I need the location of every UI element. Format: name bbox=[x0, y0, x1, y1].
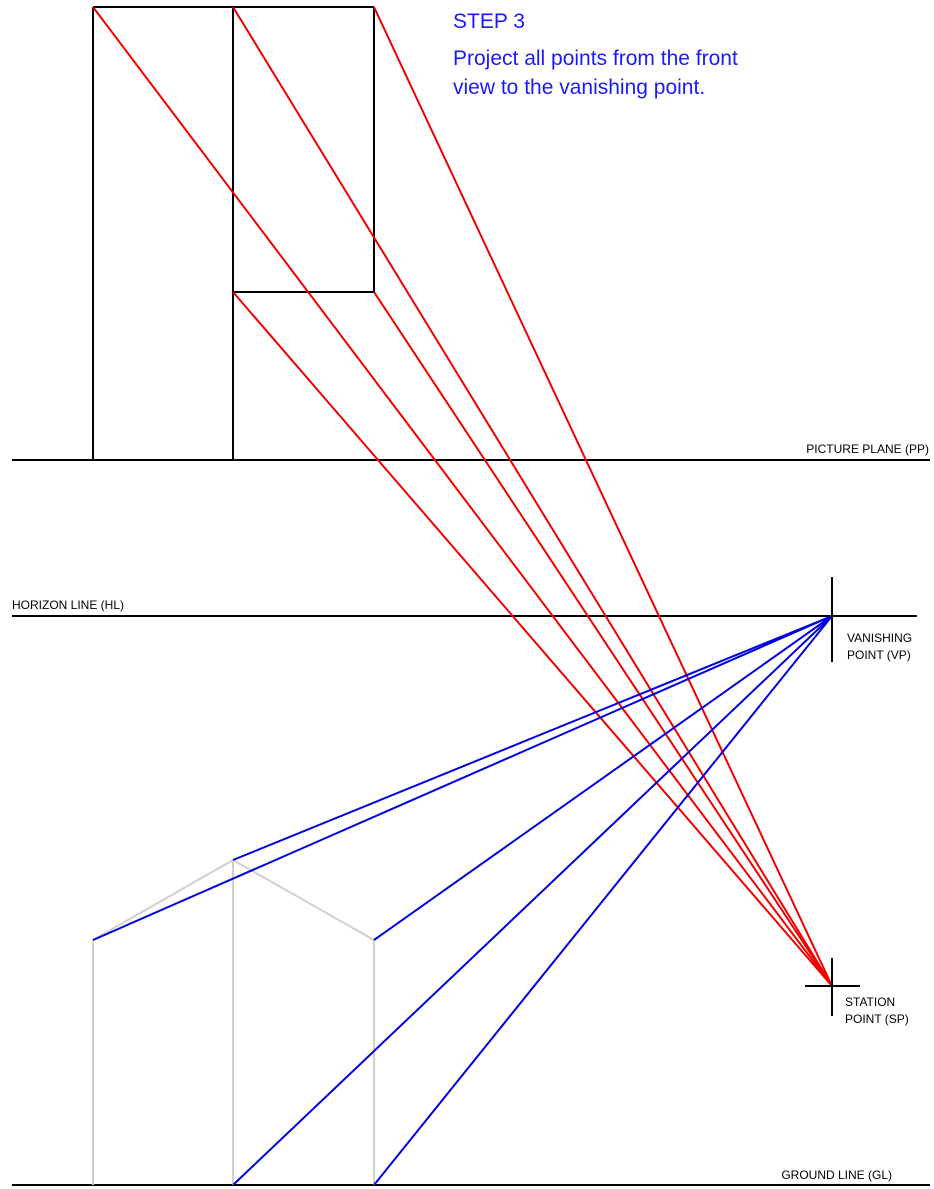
vanishing-line bbox=[373, 615, 833, 941]
reference-lines bbox=[12, 459, 930, 1186]
projector-line bbox=[232, 6, 833, 987]
front-view bbox=[92, 859, 375, 1185]
vanishing-point-label: VANISHING POINT (VP) bbox=[847, 630, 912, 664]
picture-plane-label: PICTURE PLANE (PP) bbox=[806, 442, 929, 456]
plan-view bbox=[92, 6, 375, 460]
vanishing-point-label-line-2: POINT (VP) bbox=[847, 648, 911, 662]
station-point-label-line-2: POINT (SP) bbox=[845, 1012, 909, 1026]
vanishing-point-label-line-1: VANISHING bbox=[847, 631, 913, 645]
horizon-line-label: HORIZON LINE (HL) bbox=[12, 598, 125, 612]
station-point-marker bbox=[805, 958, 860, 1016]
vanishing-line bbox=[232, 615, 833, 861]
vanishing-line bbox=[373, 615, 833, 1186]
station-point-label: STATION POINT (SP) bbox=[845, 994, 909, 1028]
vanishing-line bbox=[92, 615, 833, 941]
projector-lines bbox=[92, 6, 833, 987]
step-description-line-1: Project all points from the front bbox=[453, 47, 738, 70]
step-title: STEP 3 bbox=[453, 10, 525, 33]
ground-line-label: GROUND LINE (GL) bbox=[781, 1168, 892, 1182]
step-description: Project all points from the front view t… bbox=[453, 44, 873, 102]
projector-line bbox=[373, 291, 833, 987]
vanishing-line bbox=[232, 615, 833, 1186]
vanishing-lines bbox=[92, 615, 833, 1186]
projector-line bbox=[92, 6, 833, 987]
station-point-label-line-1: STATION bbox=[845, 995, 896, 1009]
step-description-line-2: view to the vanishing point. bbox=[453, 76, 706, 99]
front-edge bbox=[92, 859, 234, 941]
projector-line bbox=[373, 6, 833, 987]
projector-line bbox=[232, 291, 833, 987]
front-edge bbox=[232, 859, 375, 941]
